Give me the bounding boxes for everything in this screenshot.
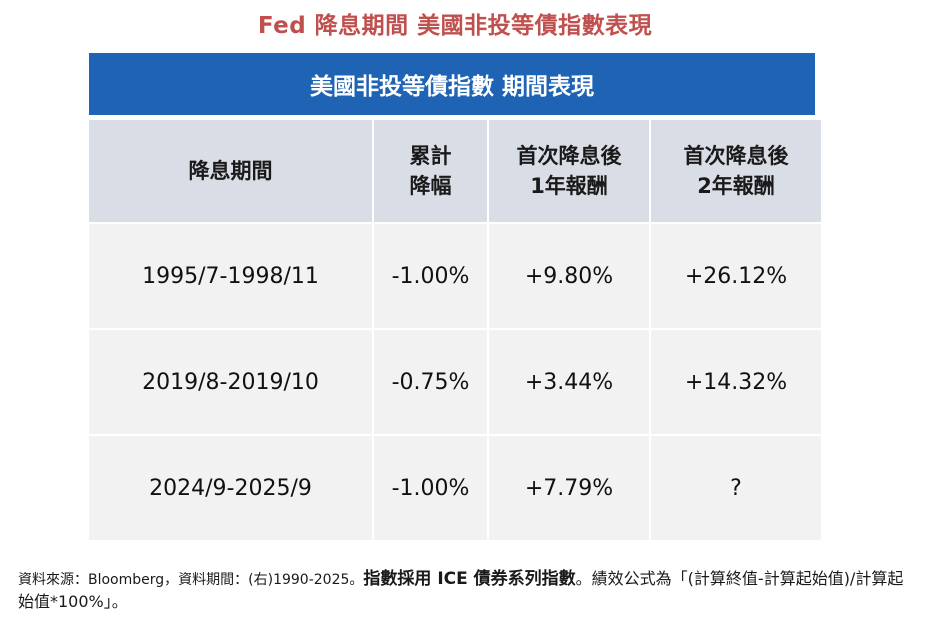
- table-cell-1y: +9.80%: [489, 224, 649, 328]
- header-period: 降息期間: [89, 120, 372, 222]
- header-period-label: 降息期間: [188, 159, 273, 183]
- table-cell-1y: +7.79%: [489, 436, 649, 540]
- table-cell-2y: +26.12%: [651, 224, 821, 328]
- header-1y-line2: 1年報酬: [530, 174, 608, 198]
- header-1y-return: 首次降息後 1年報酬: [489, 120, 649, 222]
- table-grid: 降息期間 累計 降幅 首次降息後 1年報酬 首次降息後 2年報酬 1995/7-…: [89, 120, 821, 540]
- header-1y-line1: 首次降息後: [516, 144, 622, 168]
- table-banner: 美國非投等債指數 期間表現: [89, 53, 815, 115]
- footnote-index-note: 指數採用 ICE 債券系列指數: [363, 569, 576, 589]
- page-title: Fed 降息期間 美國非投等債指數表現: [257, 13, 653, 39]
- table-cell-cut: -1.00%: [374, 436, 487, 540]
- table-cell-period: 2019/8-2019/10: [89, 330, 372, 434]
- table-cell-2y: ?: [651, 436, 821, 540]
- header-cumulative-cut: 累計 降幅: [374, 120, 487, 222]
- table-cell-cut: -1.00%: [374, 224, 487, 328]
- table-cell-period: 1995/7-1998/11: [89, 224, 372, 328]
- header-2y-return: 首次降息後 2年報酬: [651, 120, 821, 222]
- header-2y-line2: 2年報酬: [697, 174, 775, 198]
- table-cell-1y: +3.44%: [489, 330, 649, 434]
- table-cell-period: 2024/9-2025/9: [89, 436, 372, 540]
- header-cumulative-line2: 降幅: [409, 174, 452, 198]
- header-cumulative-line1: 累計: [409, 144, 452, 168]
- footnote-source: 資料來源：Bloomberg，資料期間：(右)1990-2025。: [18, 572, 364, 588]
- footnote-formula: 。績效公式為「(計算終值-計算起始值)/計算起始值*100%」。: [18, 569, 904, 611]
- table-cell-2y: +14.32%: [651, 330, 821, 434]
- performance-table: 美國非投等債指數 期間表現 降息期間 累計 降幅 首次降息後 1年報酬 首次降息…: [89, 53, 821, 540]
- table-cell-cut: -0.75%: [374, 330, 487, 434]
- header-2y-line1: 首次降息後: [683, 144, 789, 168]
- footnote: 資料來源：Bloomberg，資料期間：(右)1990-2025。指數採用 IC…: [18, 568, 918, 613]
